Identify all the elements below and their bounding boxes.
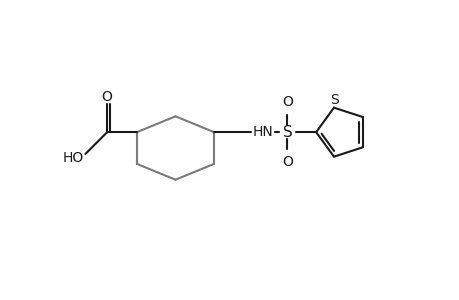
Text: HO: HO — [63, 151, 84, 165]
Text: S: S — [282, 125, 291, 140]
Text: O: O — [281, 95, 292, 110]
Text: O: O — [281, 155, 292, 169]
Text: S: S — [330, 93, 339, 107]
Text: HN: HN — [252, 125, 273, 139]
Text: O: O — [101, 91, 112, 104]
